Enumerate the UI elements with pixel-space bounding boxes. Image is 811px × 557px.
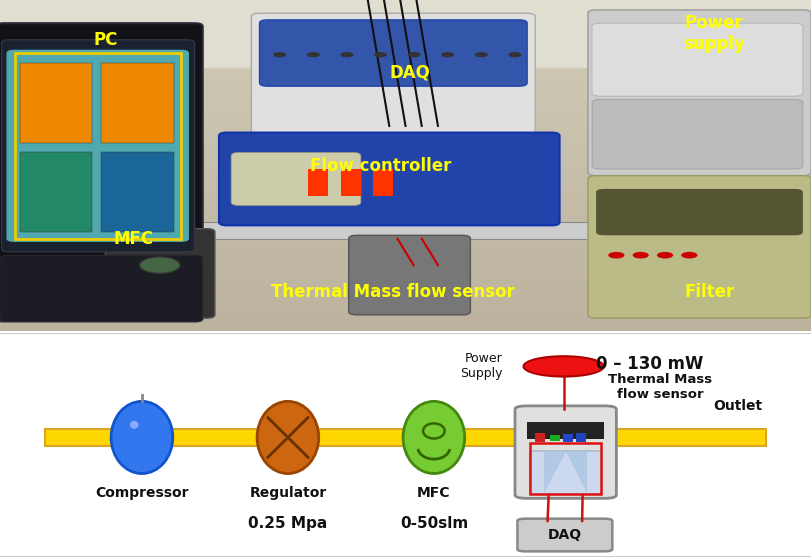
Circle shape [139, 257, 180, 273]
FancyBboxPatch shape [588, 175, 811, 318]
Bar [535, 433, 545, 442]
Circle shape [657, 252, 673, 258]
FancyBboxPatch shape [349, 235, 470, 315]
Text: Compressor: Compressor [95, 486, 189, 500]
Bar [576, 433, 586, 442]
FancyBboxPatch shape [231, 153, 361, 206]
Circle shape [441, 52, 454, 57]
Bar [45, 429, 766, 446]
Bar [563, 434, 573, 442]
Ellipse shape [403, 402, 465, 473]
FancyBboxPatch shape [596, 189, 803, 235]
FancyBboxPatch shape [260, 20, 527, 86]
Text: MFC: MFC [417, 486, 451, 500]
Text: MFC: MFC [114, 229, 154, 248]
FancyBboxPatch shape [0, 23, 203, 321]
FancyBboxPatch shape [515, 406, 616, 499]
Text: Thermal Mass
flow sensor: Thermal Mass flow sensor [608, 373, 712, 400]
Circle shape [681, 252, 697, 258]
Bar [20, 63, 92, 143]
Bar [527, 422, 604, 439]
Circle shape [508, 52, 521, 57]
Circle shape [273, 52, 286, 57]
FancyBboxPatch shape [2, 40, 195, 252]
FancyBboxPatch shape [251, 13, 535, 136]
Text: DAQ: DAQ [547, 528, 582, 542]
Ellipse shape [257, 402, 319, 473]
Text: Regulator: Regulator [249, 486, 327, 500]
Circle shape [475, 52, 488, 57]
Circle shape [374, 52, 387, 57]
Circle shape [341, 52, 354, 57]
Bar [550, 435, 560, 441]
Circle shape [408, 52, 421, 57]
Text: 0 – 130 mW: 0 – 130 mW [596, 355, 703, 373]
FancyBboxPatch shape [592, 23, 803, 96]
Text: 0.25 Mpa: 0.25 Mpa [248, 516, 328, 531]
Text: Outlet: Outlet [714, 399, 762, 413]
Circle shape [307, 52, 320, 57]
Bar [20, 153, 92, 232]
Polygon shape [544, 452, 566, 493]
Circle shape [633, 252, 649, 258]
Bar [101, 63, 174, 143]
Polygon shape [566, 452, 587, 493]
FancyBboxPatch shape [105, 229, 215, 318]
Bar [530, 443, 601, 494]
Circle shape [608, 252, 624, 258]
Bar [341, 169, 361, 196]
Ellipse shape [111, 402, 173, 473]
Bar [15, 53, 181, 238]
Text: Filter: Filter [684, 282, 735, 301]
Ellipse shape [524, 356, 603, 377]
FancyBboxPatch shape [588, 10, 811, 175]
Bar [101, 153, 174, 232]
Text: Flow controller: Flow controller [311, 157, 452, 175]
FancyBboxPatch shape [219, 133, 560, 226]
Bar [373, 169, 393, 196]
Text: PC: PC [93, 31, 118, 49]
Ellipse shape [130, 421, 139, 429]
FancyBboxPatch shape [6, 50, 189, 242]
Text: 0-50slm: 0-50slm [400, 516, 468, 531]
Text: Power
supply: Power supply [683, 14, 744, 52]
FancyBboxPatch shape [530, 451, 602, 494]
Bar [308, 169, 328, 196]
FancyBboxPatch shape [592, 99, 803, 169]
FancyBboxPatch shape [517, 519, 612, 551]
Text: Power
Supply: Power Supply [461, 353, 503, 380]
Text: DAQ: DAQ [389, 64, 430, 82]
Bar [195, 222, 592, 238]
Text: Thermal Mass flow sensor: Thermal Mass flow sensor [272, 282, 515, 301]
FancyBboxPatch shape [0, 255, 203, 321]
